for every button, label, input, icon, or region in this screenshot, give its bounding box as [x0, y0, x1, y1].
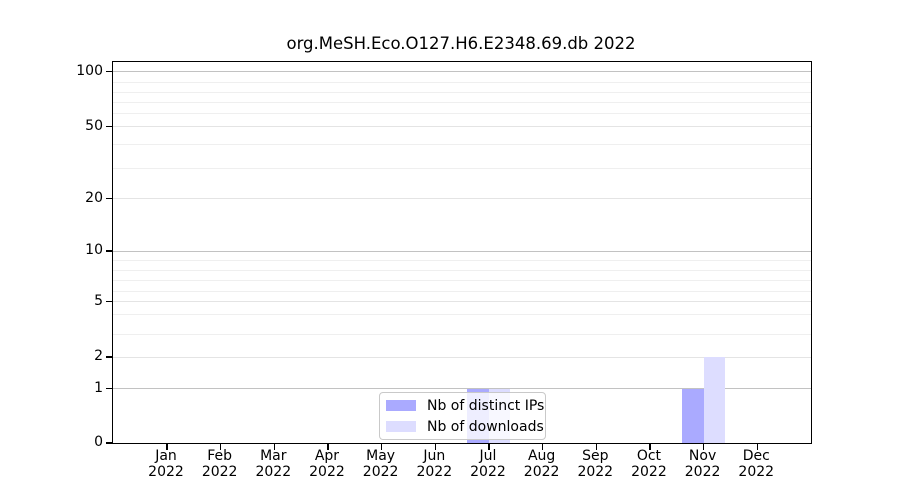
x-tick-feb — [220, 444, 222, 450]
gridline-100 — [113, 71, 811, 72]
y-axis-tick-labels: 0 1 2 5 10 20 50 100 — [0, 61, 103, 451]
gridline-9 — [113, 260, 811, 261]
gridline-30 — [113, 168, 811, 169]
x-tick-oct — [649, 444, 651, 450]
gridline-80 — [113, 92, 811, 93]
y-tick-2 — [106, 356, 112, 358]
gridline-4 — [113, 313, 811, 315]
x-axis-tick-labels: Jan 2022 Feb 2022 Mar 2022 Apr 2022 May 2022 Jun 20… — [112, 448, 810, 485]
x-tick-label-year: 2022 — [309, 463, 345, 480]
legend-label-downloads: Nb of downloads — [427, 418, 544, 435]
x-tick-label-mar: Mar 2022 — [231, 448, 315, 480]
gridline-20 — [113, 198, 811, 199]
x-tick-label-month: Feb — [207, 448, 233, 464]
x-tick-label-month: Jul — [479, 448, 497, 464]
y-tick-100 — [106, 70, 112, 73]
gridline-1 — [113, 388, 811, 389]
x-tick-label-month: Apr — [314, 448, 340, 464]
grid-layer — [113, 62, 811, 443]
legend: Nb of distinct IPs Nb of downloads — [379, 392, 546, 440]
y-tick-0 — [106, 442, 112, 444]
x-tick-label-jul: Jul 2022 — [446, 448, 530, 480]
gridline-2 — [113, 356, 811, 358]
x-tick-label-sep: Sep 2022 — [553, 448, 637, 480]
x-tick-jun — [434, 444, 436, 450]
y-tick-5 — [106, 300, 112, 303]
x-tick-label-dec: Dec 2022 — [714, 448, 798, 480]
y-tick-50 — [106, 125, 112, 128]
x-tick-label-oct: Oct 2022 — [607, 448, 691, 480]
bar-nov-distinct-ips — [682, 388, 704, 443]
x-tick-label-year: 2022 — [684, 463, 721, 480]
x-tick-label-month: Nov — [688, 448, 717, 464]
gridline-5 — [113, 301, 811, 302]
plot-area: Nb of distinct IPs Nb of downloads — [106, 61, 812, 450]
gridline-90 — [113, 81, 811, 83]
x-tick-sep — [595, 444, 597, 450]
x-tick-label-month: Jan — [155, 448, 177, 464]
legend-item-downloads: Nb of downloads — [386, 418, 545, 436]
x-tick-label-year: 2022 — [362, 463, 399, 480]
y-tick-label-50: 50 — [85, 117, 103, 134]
x-tick-label-year: 2022 — [255, 463, 292, 480]
x-tick-label-may: May 2022 — [339, 448, 423, 480]
x-tick-aug — [542, 444, 544, 450]
x-tick-label-nov: Nov 2022 — [661, 448, 745, 480]
x-tick-label-jun: Jun 2022 — [392, 448, 476, 480]
legend-swatch-downloads — [386, 421, 416, 432]
x-tick-may — [381, 444, 383, 450]
x-tick-apr — [327, 444, 329, 450]
gridline-50 — [113, 126, 811, 127]
y-tick-label-100: 100 — [76, 62, 103, 79]
x-tick-label-month: Sep — [582, 448, 609, 464]
legend-item-distinct-ips: Nb of distinct IPs — [386, 397, 545, 415]
y-tick-label-1: 1 — [94, 379, 103, 396]
legend-swatch-distinct-ips — [386, 400, 416, 411]
y-tick-label-0: 0 — [94, 434, 103, 450]
x-tick-label-apr: Apr 2022 — [285, 448, 369, 480]
x-tick-label-year: 2022 — [416, 463, 453, 480]
y-tick-10 — [106, 250, 112, 252]
y-tick-1 — [106, 387, 112, 390]
x-tick-jul — [488, 444, 490, 450]
gridline-60 — [113, 113, 811, 114]
bar-layer — [113, 62, 811, 443]
gridline-6 — [113, 290, 811, 292]
x-tick-label-year: 2022 — [631, 463, 667, 480]
x-tick-label-year: 2022 — [201, 463, 238, 480]
x-tick-label-year: 2022 — [470, 463, 506, 480]
x-tick-label-month: May — [366, 448, 396, 464]
y-tick-label-5: 5 — [94, 292, 103, 309]
x-tick-label-year: 2022 — [523, 463, 560, 480]
bar-nov-downloads — [703, 357, 726, 443]
x-tick-label-month: Aug — [527, 448, 556, 464]
x-tick-label-month: Oct — [636, 448, 662, 464]
x-tick-label-year: 2022 — [738, 463, 775, 480]
gridline-3 — [113, 333, 811, 335]
y-tick-20 — [106, 197, 112, 200]
gridline-7 — [113, 279, 811, 281]
gridline-40 — [113, 143, 811, 145]
y-tick-label-20: 20 — [85, 189, 103, 206]
chart-title: org.MeSH.Eco.O127.H6.E2348.69.db 2022 — [286, 34, 636, 53]
x-tick-label-month: Dec — [742, 448, 770, 464]
gridline-10 — [113, 250, 811, 252]
gridline-8 — [113, 270, 811, 271]
x-tick-dec — [756, 444, 758, 450]
x-tick-label-year: 2022 — [148, 463, 184, 480]
y-tick-label-2: 2 — [94, 348, 103, 364]
x-tick-label-month: Jun — [423, 448, 446, 464]
x-tick-label-feb: Feb 2022 — [178, 448, 262, 480]
legend-label-distinct-ips: Nb of distinct IPs — [427, 397, 545, 414]
x-tick-nov — [703, 444, 705, 450]
x-tick-mar — [273, 444, 276, 450]
x-tick-jan — [166, 444, 168, 450]
x-tick-label-aug: Aug 2022 — [500, 448, 584, 480]
x-tick-label-year: 2022 — [577, 463, 614, 480]
gridline-70 — [113, 102, 811, 103]
x-tick-label-jan: Jan 2022 — [124, 448, 208, 480]
y-tick-label-10: 10 — [85, 242, 103, 258]
x-tick-label-month: Mar — [260, 448, 287, 464]
